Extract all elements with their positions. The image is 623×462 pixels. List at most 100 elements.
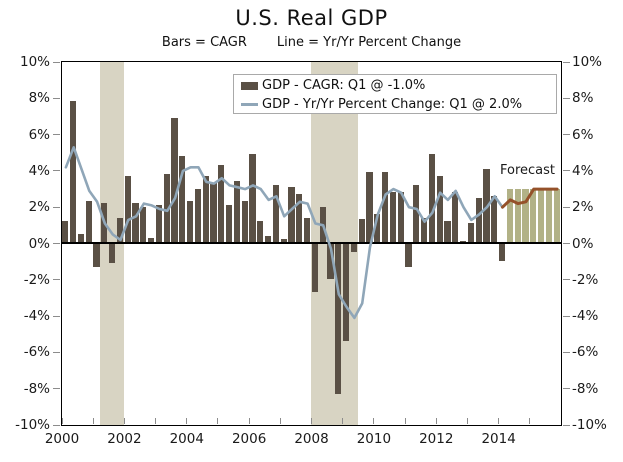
cagr-bar — [428, 154, 435, 243]
cagr-bar — [194, 188, 202, 243]
cagr-bar — [467, 223, 474, 243]
y-axis-label-right: -6% — [572, 344, 599, 361]
legend-label-yoy: GDP - Yr/Yr Percent Change: Q1 @ 2.0% — [262, 97, 523, 112]
subtitle-bars-label: Bars = CAGR — [161, 35, 247, 50]
cagr-bar — [62, 221, 69, 243]
cagr-bar — [155, 204, 163, 243]
cagr-bar — [93, 243, 100, 267]
y-axis-tick — [53, 279, 60, 281]
y-axis-label-left: -10% — [15, 417, 50, 433]
x-axis-label: 2010 — [356, 431, 392, 447]
cagr-forecast-bar — [553, 188, 560, 243]
cagr-bar — [218, 164, 225, 243]
y-axis-tick — [562, 134, 570, 136]
cagr-bar — [288, 186, 295, 243]
y-axis-tick — [562, 279, 570, 281]
x-axis-tick — [217, 417, 219, 424]
cagr-bar-swatch-icon — [241, 81, 258, 90]
yoy-line-layer — [64, 145, 559, 319]
y-axis-label-left: 8% — [28, 90, 50, 107]
cagr-bar — [226, 204, 233, 243]
yoy-line-swatch-icon — [241, 103, 258, 106]
cagr-bar — [132, 203, 139, 243]
y-axis-tick — [562, 388, 570, 390]
y-axis-label-left: -8% — [23, 380, 50, 397]
cagr-bar — [140, 206, 147, 243]
x-axis-tick — [92, 417, 94, 424]
cagr-bar — [444, 221, 451, 243]
y-axis-label-right: -10% — [572, 417, 607, 433]
cagr-bar — [350, 243, 357, 253]
cagr-bar — [272, 184, 279, 243]
y-axis-label-left: -6% — [23, 344, 50, 361]
legend-item-cagr: GDP - CAGR: Q1 @ -1.0% — [241, 77, 556, 94]
y-axis-label-right: -4% — [572, 308, 599, 325]
x-axis-tick — [186, 417, 188, 424]
y-axis-label-left: 6% — [28, 126, 50, 143]
cagr-bar — [342, 243, 350, 341]
chart-subtitle: Bars = CAGR Line = Yr/Yr Percent Change — [0, 35, 623, 50]
y-axis-label-right: 0% — [572, 235, 594, 252]
y-axis-tick — [53, 388, 60, 390]
yoy-line-historical — [64, 145, 504, 319]
y-axis-tick — [53, 206, 60, 208]
cagr-bar — [187, 201, 194, 243]
cagr-forecast-bar — [545, 188, 552, 243]
x-axis-tick — [279, 417, 281, 424]
x-axis-tick — [155, 417, 157, 424]
chart-title: U.S. Real GDP — [235, 6, 388, 30]
y-axis-tick — [562, 97, 570, 99]
y-axis-label-right: 8% — [572, 90, 594, 107]
cagr-bar — [257, 221, 264, 243]
cagr-bar — [420, 217, 428, 243]
cagr-bar — [85, 201, 92, 243]
y-axis-tick — [53, 243, 60, 244]
y-axis-label-left: 10% — [19, 54, 50, 70]
x-axis-label: 2000 — [44, 431, 80, 447]
forecast-annotation: Forecast — [499, 163, 555, 178]
cagr-bar — [265, 235, 272, 243]
y-axis-tick — [53, 351, 60, 353]
y-axis-tick — [53, 61, 60, 63]
y-axis-tick — [562, 243, 570, 244]
x-axis-label: 2002 — [107, 431, 142, 447]
x-axis-tick — [123, 417, 125, 424]
legend-label-cagr: GDP - CAGR: Q1 @ -1.0% — [262, 78, 426, 93]
plot-area — [60, 60, 562, 426]
cagr-bar — [498, 243, 506, 262]
y-axis-label-right: 2% — [572, 199, 594, 216]
cagr-forecast-bar — [506, 188, 513, 243]
y-axis-label-right: -2% — [572, 271, 599, 288]
legend: GDP - CAGR: Q1 @ -1.0% GDP - Yr/Yr Perce… — [233, 74, 557, 114]
x-axis-tick — [498, 417, 500, 424]
y-axis-tick — [562, 61, 570, 63]
cagr-bar — [249, 154, 256, 243]
x-axis-label: 2004 — [169, 431, 204, 447]
cagr-bar — [202, 175, 209, 243]
x-axis-tick — [311, 417, 312, 424]
cagr-bar — [70, 101, 77, 243]
cagr-bar — [475, 197, 482, 243]
cagr-bar — [335, 243, 342, 394]
cagr-bar — [109, 243, 116, 263]
cagr-bar — [358, 219, 365, 243]
cagr-bar — [436, 175, 443, 243]
cagr-forecast-bar — [514, 188, 521, 243]
y-axis-label-right: 6% — [572, 126, 594, 143]
x-axis-tick — [248, 417, 250, 424]
cagr-bar — [397, 192, 404, 243]
y-axis-tick — [53, 424, 60, 426]
y-axis-label-left: -2% — [23, 271, 50, 288]
y-axis-tick — [53, 134, 60, 136]
cagr-bar — [280, 239, 287, 243]
cagr-forecast-bar — [537, 188, 545, 243]
subtitle-line-label: Line = Yr/Yr Percent Change — [276, 35, 462, 50]
cagr-forecast-bar — [530, 188, 537, 243]
cagr-bar — [389, 192, 396, 243]
y-axis-tick — [53, 170, 60, 172]
cagr-bar — [77, 233, 85, 243]
x-axis-label: 2008 — [294, 431, 329, 447]
x-axis-tick — [342, 417, 344, 424]
cagr-bar — [241, 201, 248, 243]
